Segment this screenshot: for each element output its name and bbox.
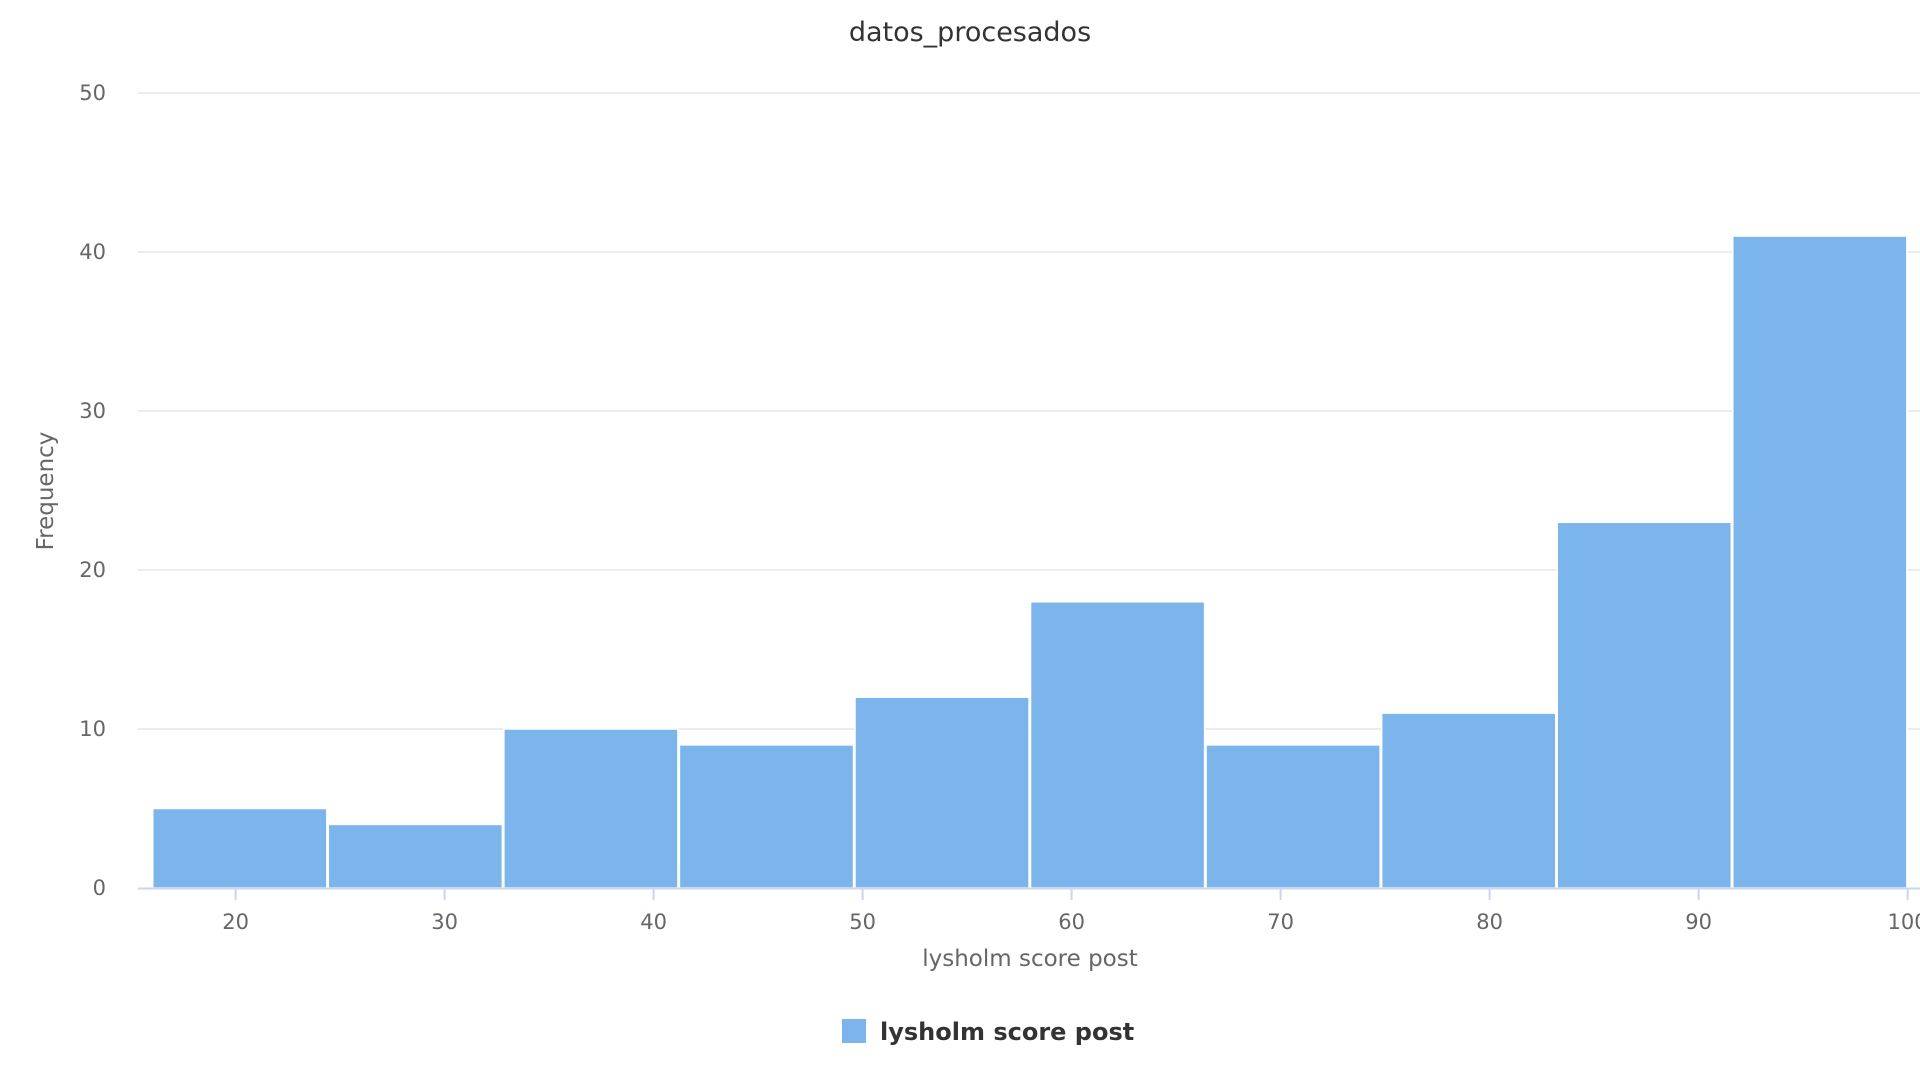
histogram-bar[interactable]: [1556, 521, 1733, 889]
histogram-bar[interactable]: [152, 807, 328, 889]
x-tick-label: 40: [640, 910, 667, 934]
y-tick-label: 10: [79, 717, 106, 741]
chart-title: datos_procesados: [849, 17, 1091, 48]
histogram-bar[interactable]: [327, 823, 504, 889]
histogram-bar[interactable]: [678, 744, 855, 889]
x-tick-label: 50: [849, 910, 876, 934]
histogram-bar[interactable]: [503, 728, 679, 889]
x-tick-label: 80: [1476, 910, 1503, 934]
histogram-bar[interactable]: [1732, 235, 1908, 889]
y-tick-label: 20: [79, 558, 106, 582]
x-tick-label: 20: [222, 910, 249, 934]
y-tick-label: 50: [79, 81, 106, 105]
histogram-bar[interactable]: [854, 696, 1030, 889]
x-tick-label: 70: [1267, 910, 1294, 934]
x-tick-label: 30: [431, 910, 458, 934]
histogram-bar[interactable]: [1029, 601, 1206, 889]
histogram-bar[interactable]: [1380, 712, 1557, 889]
legend[interactable]: lysholm score post: [842, 1018, 1134, 1046]
ticks-layer: 0 10 20 30 40 50 20 30 40 50 60 70 80 90 100: [79, 81, 1920, 934]
x-tick-label: 100: [1888, 910, 1920, 934]
bars-layer: [152, 235, 1908, 889]
y-tick-label: 40: [79, 240, 106, 264]
legend-label[interactable]: lysholm score post: [880, 1018, 1134, 1046]
y-tick-label: 30: [79, 399, 106, 423]
y-axis-title: Frequency: [33, 432, 59, 551]
x-tick-label: 60: [1058, 910, 1085, 934]
y-tick-label: 0: [93, 876, 106, 900]
histogram-bar[interactable]: [1205, 744, 1381, 889]
x-axis-title: lysholm score post: [922, 946, 1138, 972]
x-tick-label: 90: [1685, 910, 1712, 934]
legend-swatch[interactable]: [842, 1019, 866, 1043]
